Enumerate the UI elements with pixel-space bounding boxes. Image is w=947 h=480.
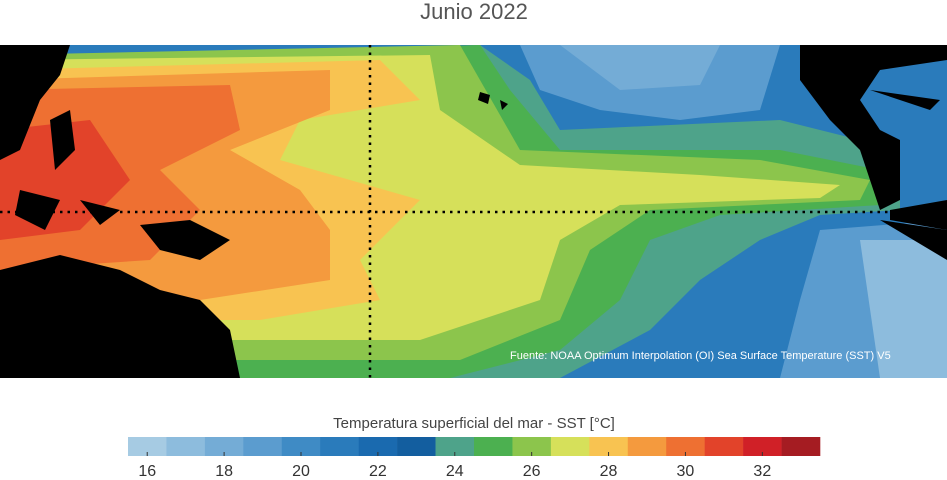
colorbar-bin — [204, 437, 244, 456]
colorbar-bin — [128, 437, 167, 456]
colorbar-bin — [320, 437, 359, 456]
colorbar-bin — [589, 437, 629, 456]
colorbar-bin — [550, 437, 590, 456]
tick-label: 24 — [446, 463, 464, 480]
source-note: Fuente: NOAA Optimum Interpolation (OI) … — [510, 350, 891, 362]
colorbar-bin — [243, 437, 283, 456]
colorbar-bin — [166, 437, 206, 456]
colorbar-bin — [397, 437, 436, 456]
colorbar-bin — [512, 437, 552, 456]
colorbar-bin — [781, 437, 821, 456]
colorbar-bin — [474, 437, 513, 456]
tick-label: 22 — [369, 463, 387, 480]
tick-label: 16 — [138, 463, 156, 480]
tick-label: 30 — [677, 463, 695, 480]
tick-label: 32 — [753, 463, 771, 480]
colorbar: 16 18 20 22 24 26 28 30 32 — [128, 437, 821, 480]
colorbar-bin — [435, 437, 475, 456]
tick-label: 20 — [292, 463, 310, 480]
colorbar-bin — [704, 437, 744, 456]
colorbar-label: Temperatura superficial del mar - SST [°… — [333, 415, 615, 432]
title: Junio 2022 — [420, 0, 528, 24]
sst-map: Fuente: NOAA Optimum Interpolation (OI) … — [0, 45, 947, 378]
tick-label: 18 — [215, 463, 233, 480]
tick-label: 28 — [600, 463, 618, 480]
tick-label: 26 — [523, 463, 541, 480]
colorbar-bin — [627, 437, 667, 456]
colorbar-bin — [666, 437, 705, 456]
colorbar-bin — [281, 437, 321, 456]
colorbar-bin — [358, 437, 398, 456]
colorbar-bin — [743, 437, 782, 456]
